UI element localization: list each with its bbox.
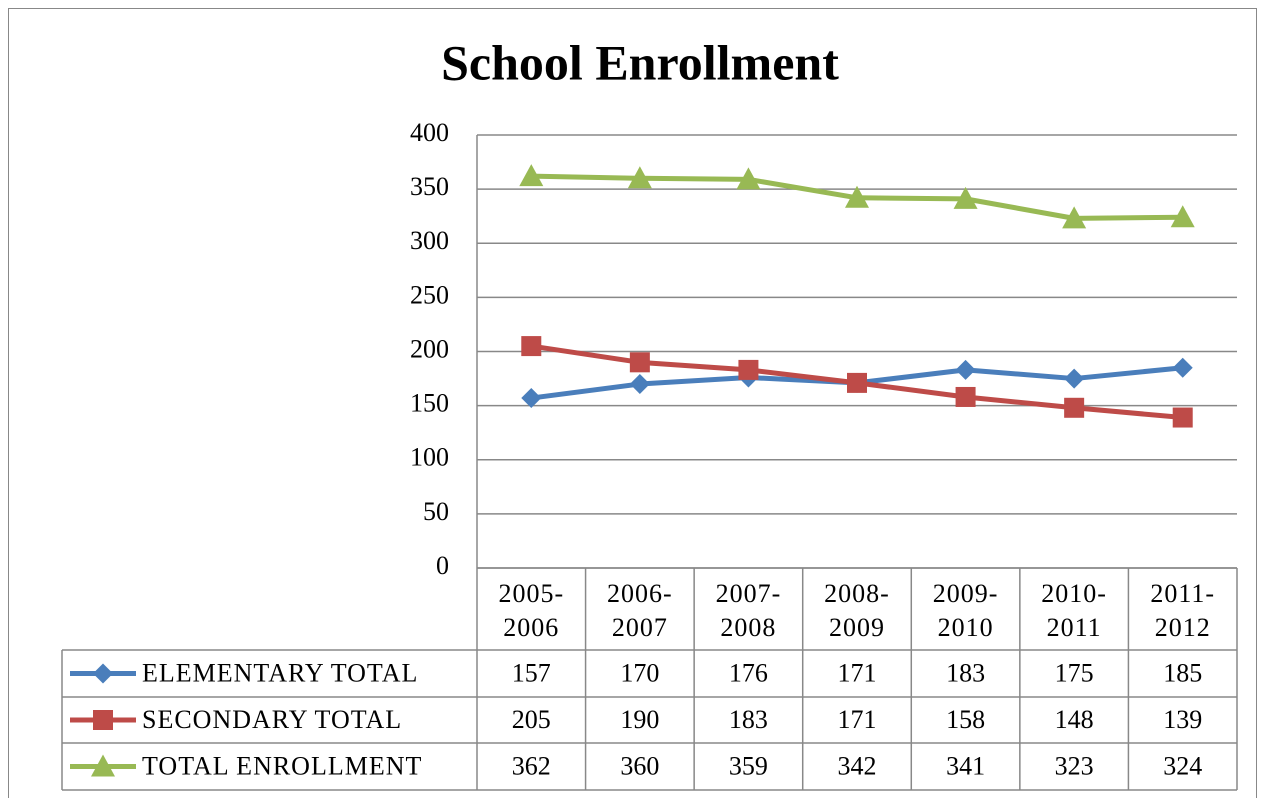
x-tick-label: 2005-2006 xyxy=(498,579,565,642)
y-tick-label: 300 xyxy=(410,226,449,255)
table-value: 323 xyxy=(1055,751,1094,780)
table-value: 175 xyxy=(1055,658,1094,687)
data-point xyxy=(953,186,978,209)
table-value: 360 xyxy=(620,751,659,780)
data-point xyxy=(1172,357,1193,378)
y-tick-label: 150 xyxy=(410,389,449,418)
table-value: 362 xyxy=(512,751,551,780)
legend-label: TOTAL ENROLLMENT xyxy=(142,751,422,780)
y-tick-label: 0 xyxy=(436,551,449,580)
data-point xyxy=(1170,205,1195,228)
legend-marker xyxy=(91,754,115,777)
table-value: 342 xyxy=(838,751,877,780)
y-tick-label: 50 xyxy=(423,497,449,526)
data-point xyxy=(521,336,542,357)
x-tick-label: 2011-2012 xyxy=(1150,579,1216,642)
table-value: 139 xyxy=(1163,705,1202,734)
data-point xyxy=(845,185,869,208)
table-value: 190 xyxy=(620,705,659,734)
y-tick-label: 100 xyxy=(410,443,449,472)
y-tick-label: 250 xyxy=(410,280,449,309)
y-tick-label: 200 xyxy=(410,334,449,363)
table-value: 171 xyxy=(838,705,877,734)
table-value: 171 xyxy=(838,658,877,687)
data-point xyxy=(521,388,542,409)
table-value: 158 xyxy=(946,705,985,734)
legend-label: ELEMENTARY TOTAL xyxy=(142,658,418,687)
legend-marker xyxy=(93,710,113,730)
x-tick-label: 2006-2007 xyxy=(607,579,673,642)
data-point xyxy=(1064,368,1085,389)
table-value: 185 xyxy=(1163,658,1202,687)
table-value: 359 xyxy=(729,751,768,780)
data-point xyxy=(1062,206,1087,229)
data-point xyxy=(738,359,759,380)
legend-label: SECONDARY TOTAL xyxy=(142,705,402,734)
table-value: 148 xyxy=(1055,705,1094,734)
data-point xyxy=(1064,397,1085,418)
x-tick-label: 2007-2008 xyxy=(715,579,782,642)
table-value: 183 xyxy=(946,658,985,687)
data-point xyxy=(519,164,544,187)
table-value: 157 xyxy=(512,658,551,687)
data-point xyxy=(847,372,867,393)
data-point xyxy=(629,373,650,394)
table-value: 183 xyxy=(729,705,768,734)
data-point xyxy=(1172,407,1193,428)
table-value: 205 xyxy=(512,705,551,734)
data-point xyxy=(629,352,650,373)
table-value: 170 xyxy=(620,658,659,687)
table-value: 324 xyxy=(1163,751,1202,780)
legend-marker xyxy=(93,663,113,684)
data-point xyxy=(736,167,761,190)
x-tick-label: 2008-2009 xyxy=(824,579,890,642)
chart-title: School Enrollment xyxy=(441,34,839,90)
y-tick-label: 350 xyxy=(410,172,449,201)
y-tick-label: 400 xyxy=(410,118,449,147)
data-point xyxy=(627,166,652,189)
data-point xyxy=(955,386,976,407)
data-point xyxy=(955,359,976,380)
table-value: 341 xyxy=(946,751,985,780)
table-value: 176 xyxy=(729,658,768,687)
x-tick-label: 2010-2011 xyxy=(1041,579,1107,642)
x-tick-label: 2009-2010 xyxy=(932,579,999,642)
